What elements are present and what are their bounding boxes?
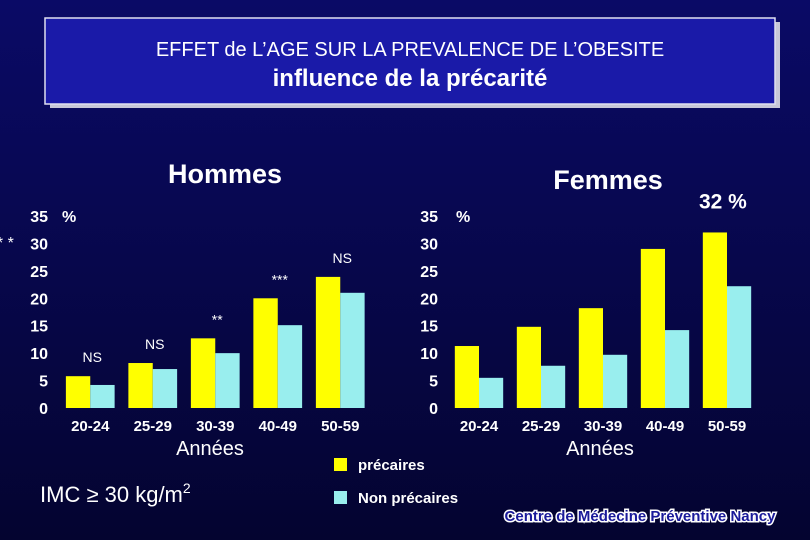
- y-tick-label: 0: [39, 401, 48, 418]
- x-tick-label: 40-49: [646, 418, 684, 435]
- x-axis-label: Années: [176, 438, 244, 460]
- significance: NS: [145, 336, 164, 352]
- y-axis-label: %: [456, 209, 470, 226]
- y-tick-label: 15: [420, 319, 438, 336]
- bar: [65, 376, 91, 408]
- criterion-sup: 2: [183, 480, 191, 496]
- legend-swatch: [334, 458, 347, 471]
- x-tick-label: 50-59: [708, 418, 746, 435]
- bar: [603, 354, 628, 408]
- y-tick-label: 5: [429, 374, 438, 391]
- bar: [190, 338, 216, 408]
- y-tick-label: 30: [420, 236, 438, 253]
- x-tick-label: 20-24: [71, 418, 110, 435]
- x-tick-label: 25-29: [134, 418, 172, 435]
- bar: [277, 325, 303, 408]
- bar: [541, 365, 566, 408]
- bar: [215, 353, 240, 408]
- legend-swatch: [334, 491, 347, 504]
- bar: [340, 292, 365, 408]
- bar: [90, 384, 115, 408]
- bar: [727, 286, 752, 408]
- subtitle: influence de la précarité: [273, 65, 548, 92]
- legend-label: Non précaires: [358, 490, 458, 507]
- legend-label: précaires: [358, 457, 425, 474]
- bar: [578, 308, 603, 408]
- bar: [454, 346, 479, 408]
- significance: ***: [272, 271, 289, 287]
- y-tick-label: 10: [420, 346, 438, 363]
- x-tick-label: 20-24: [460, 418, 499, 435]
- bar: [253, 298, 278, 408]
- title: EFFET de L’AGE SUR LA PREVALENCE DE L’OB…: [156, 39, 664, 61]
- significance: NS: [83, 349, 102, 365]
- bar: [665, 330, 690, 408]
- y-tick-label: 30: [30, 236, 48, 253]
- title-box: [44, 17, 776, 105]
- chart-title: Hommes: [168, 159, 282, 189]
- x-tick-label: 50-59: [321, 418, 359, 435]
- significance: **: [212, 311, 223, 327]
- y-tick-label: 20: [420, 291, 438, 308]
- criterion-text: IMC ≥ 30 kg/m: [40, 482, 183, 507]
- y-tick-label: 25: [30, 264, 48, 281]
- y-tick-label: 10: [30, 346, 48, 363]
- x-tick-label: 25-29: [522, 418, 560, 435]
- y-tick-label: 5: [39, 374, 48, 391]
- x-tick-label: 30-39: [196, 418, 234, 435]
- source: Centre de Médecine Préventive Nancy: [505, 508, 777, 525]
- y-tick-label: 0: [429, 401, 438, 418]
- bar: [702, 232, 727, 408]
- x-tick-label: 30-39: [584, 418, 622, 435]
- y-axis-label: %: [62, 209, 76, 226]
- bar: [516, 326, 541, 408]
- bar: [315, 276, 341, 408]
- chart-title: Femmes: [553, 165, 663, 195]
- x-tick-label: 40-49: [259, 418, 297, 435]
- x-axis-label: Années: [566, 438, 634, 460]
- y-tick-label: 25: [420, 264, 438, 281]
- bar: [152, 369, 178, 408]
- value-label: 32 %: [699, 190, 747, 213]
- bar: [128, 363, 153, 408]
- annotation: * * *: [0, 235, 14, 252]
- criterion: IMC ≥ 30 kg/m2: [40, 480, 191, 507]
- y-tick-label: 35: [30, 209, 48, 226]
- y-tick-label: 20: [30, 291, 48, 308]
- significance: NS: [333, 250, 352, 266]
- bar: [479, 377, 504, 408]
- bar: [640, 248, 665, 408]
- y-tick-label: 15: [30, 319, 48, 336]
- y-tick-label: 35: [420, 209, 438, 226]
